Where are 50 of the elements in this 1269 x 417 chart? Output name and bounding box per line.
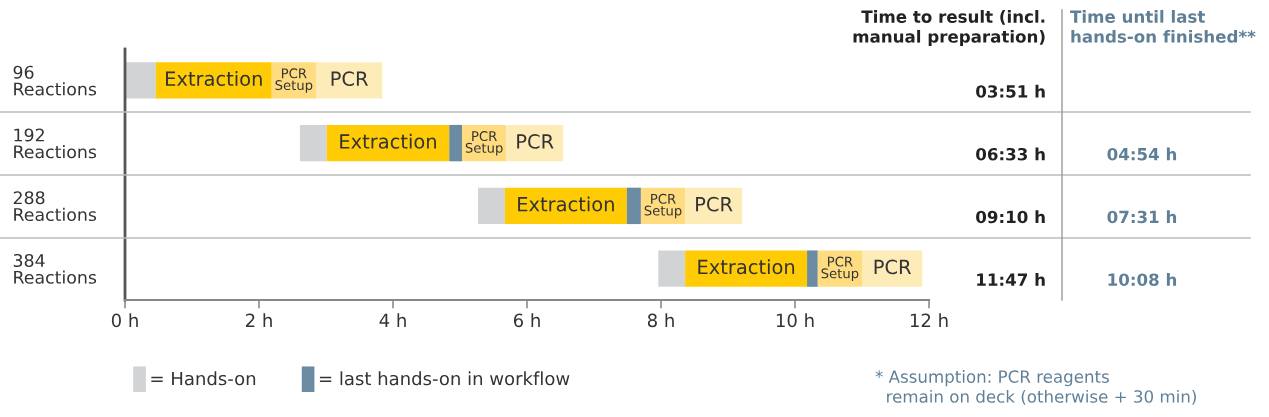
y-tick-label: 288 Reactions [13, 191, 97, 222]
bar [155, 62, 272, 99]
y-tick-label: 384 Reactions [13, 253, 97, 284]
text: Extraction [166, 70, 262, 87]
text: PCR Setup [465, 131, 503, 156]
bar [658, 250, 686, 287]
x-tick-label: 6 h [513, 313, 540, 328]
bar [626, 187, 641, 225]
x-tick-label: 10 h [776, 313, 814, 328]
y-tick-label: 192 Reactions [14, 128, 97, 159]
text: 11:47 h [977, 273, 1045, 286]
x-tick-label: 12 h [910, 313, 948, 327]
text: PCR Setup [821, 256, 859, 281]
text: 07:31 h [1107, 210, 1177, 224]
x-tick-label: 0 h [111, 313, 138, 328]
x-tick-label: 8 h [647, 313, 674, 328]
text: PCR [874, 259, 911, 275]
text: PCR [331, 71, 368, 87]
legend-label: = Hands-on [151, 371, 256, 386]
text: PCR [696, 196, 733, 212]
bar [807, 250, 818, 287]
text: 10:08 h [1108, 273, 1177, 287]
bar [685, 187, 743, 225]
text: 04:54 h [1107, 147, 1177, 161]
text: Time until last hands-on finished** [1070, 10, 1256, 43]
text: 09:10 h [976, 210, 1045, 224]
bar [504, 187, 627, 225]
bar [862, 250, 923, 287]
x-tick-label: 2 h [245, 313, 272, 327]
text: * Assumption: PCR reagents remain on deck (otherwise + 30 min) [875, 370, 1196, 405]
text: Time to result (incl. manual preparation) [853, 10, 1045, 47]
bar [449, 124, 463, 162]
bar [478, 187, 505, 225]
bar [125, 62, 156, 99]
bar [506, 124, 564, 162]
bar [685, 250, 808, 287]
legend-label: = last hands-on in workflow [319, 371, 570, 386]
text: Extraction [518, 196, 614, 212]
y-tick-label: 96 Reactions [13, 65, 97, 96]
text: 06:33 h [976, 147, 1045, 161]
series-label: PCR Setup [275, 68, 313, 93]
bar [299, 124, 327, 162]
text: PCR Setup [644, 193, 682, 219]
x-tick-label: 4 h [379, 313, 406, 327]
series-label: PCR [517, 134, 554, 149]
text: Extraction [698, 259, 795, 275]
bar [315, 62, 383, 99]
text: 03:51 h [976, 84, 1045, 98]
bar [326, 124, 450, 162]
series-label: Extraction [340, 133, 436, 149]
